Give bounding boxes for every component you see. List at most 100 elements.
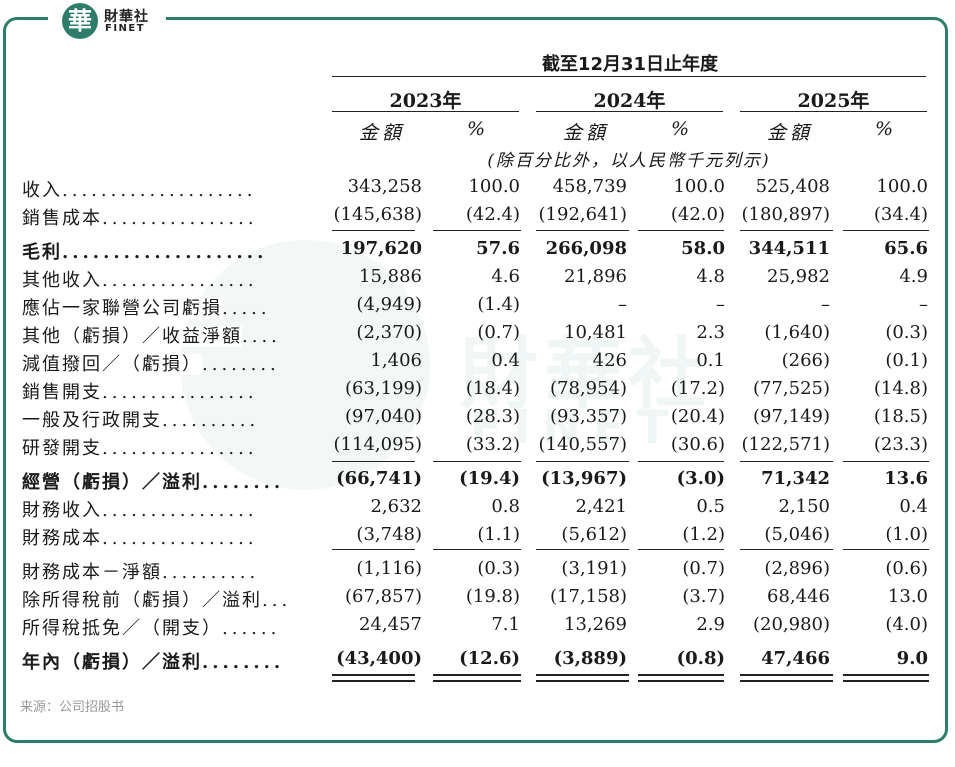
amount-cell: (63,199): [344, 378, 422, 399]
year-underline: [332, 111, 519, 112]
amount-cell: 2,632: [370, 496, 422, 517]
amount-cell: 24,457: [359, 614, 422, 635]
year-header: 2025年: [797, 90, 870, 112]
amount-cell: (192,641): [538, 204, 627, 225]
pct-cell: (20.4): [670, 406, 725, 427]
amount-cell: 10,481: [564, 322, 627, 343]
amount-cell: 47,466: [761, 648, 830, 669]
amount-cell: (2,896): [764, 558, 830, 579]
pct-cell: (30.6): [670, 434, 725, 455]
row-label: 財務成本－淨額..........: [22, 558, 332, 584]
row-label-text: 毛利: [22, 242, 62, 263]
pct-cell: (4.0): [885, 614, 928, 635]
leader-dots: ..........: [162, 562, 260, 583]
amount-cell: (114,095): [333, 434, 422, 455]
pct-cell: 58.0: [681, 238, 725, 259]
leader-dots: ........: [202, 472, 285, 493]
leader-dots: ..........: [162, 410, 260, 431]
pct-cell: (1.2): [682, 524, 725, 545]
pct-cell: (0.7): [682, 558, 725, 579]
row-label: 收入....................: [22, 176, 332, 202]
amount-cell: (93,357): [549, 406, 627, 427]
pct-cell: (3.7): [682, 586, 725, 607]
pct-cell: (0.8): [676, 648, 725, 669]
amount-cell: (4,949): [356, 294, 422, 315]
row-label-text: 其他（虧損）／收益淨額: [22, 326, 242, 347]
total-double-underline: [332, 674, 415, 682]
row-label: 銷售開支................: [22, 378, 332, 404]
amount-cell: (180,897): [741, 204, 830, 225]
subtotal-underline: [638, 549, 724, 550]
row-label-text: 經營（虧損）／溢利: [22, 472, 202, 493]
amount-cell: 458,739: [552, 176, 627, 197]
year-underline: [536, 111, 723, 112]
amount-cell: (13,967): [541, 468, 627, 489]
unit-note: (除百分比外，以人民幣千元列示): [487, 151, 771, 171]
row-label-text: 財務成本－淨額: [22, 562, 162, 583]
row-label-text: 年內（虧損）／溢利: [22, 652, 202, 673]
pct-cell: (18.4): [465, 378, 520, 399]
amount-cell: 343,258: [347, 176, 422, 197]
pct-cell: (42.4): [465, 204, 520, 225]
row-label: 年內（虧損）／溢利........: [22, 648, 332, 674]
pct-cell: 0.5: [696, 496, 725, 517]
leader-dots: .....: [222, 298, 271, 319]
pct-cell: (0.3): [477, 558, 520, 579]
amount-cell: (66,741): [336, 468, 422, 489]
subtotal-underline: [536, 461, 629, 462]
pct-cell: 7.1: [491, 614, 520, 635]
amount-cell: (3,889): [553, 648, 627, 669]
leader-dots: ................: [102, 500, 258, 521]
amount-cell: (97,149): [752, 406, 830, 427]
row-label-text: 銷售開支: [22, 382, 102, 403]
pct-cell: (1.1): [477, 524, 520, 545]
amount-cell: (2,370): [356, 322, 422, 343]
row-label: 財務成本................: [22, 524, 332, 550]
pct-cell: (23.3): [873, 434, 928, 455]
amount-cell: 68,446: [767, 586, 830, 607]
row-label-text: 研發開支: [22, 438, 102, 459]
amount-cell: 2,421: [575, 496, 627, 517]
row-label-text: 所得稅抵免／（開支）: [22, 618, 222, 639]
year-header: 2023年: [389, 90, 462, 112]
amount-cell: 25,982: [767, 266, 830, 287]
subtotal-underline: [638, 461, 724, 462]
amount-cell: 197,620: [340, 238, 422, 259]
pct-cell: 13.6: [884, 468, 928, 489]
subtotal-underline: [332, 230, 415, 231]
leader-dots: ....: [242, 326, 281, 347]
pct-cell: 13.0: [887, 586, 928, 607]
amount-cell: (43,400): [336, 648, 422, 669]
pct-cell: (33.2): [465, 434, 520, 455]
pct-cell: 0.8: [491, 496, 520, 517]
row-label-text: 其他收入: [22, 270, 102, 291]
row-label-text: 除所得稅前（虧損）／溢利: [22, 590, 262, 611]
amount-cell: 344,511: [748, 238, 830, 259]
row-label: 財務收入................: [22, 496, 332, 522]
row-label-text: 應佔一家聯營公司虧損: [22, 298, 222, 319]
period-underline: [332, 76, 926, 77]
row-label: 其他（虧損）／收益淨額....: [22, 322, 332, 348]
logo-en-name: FINET: [105, 23, 146, 34]
amount-cell: 266,098: [545, 238, 627, 259]
amount-cell: (1,116): [356, 558, 422, 579]
pct-cell: (34.4): [873, 204, 928, 225]
amount-cell: 1,406: [370, 350, 422, 371]
pct-cell: 0.4: [491, 350, 520, 371]
pct-cell: 0.1: [696, 350, 725, 371]
total-double-underline: [843, 674, 929, 682]
row-label: 除所得稅前（虧損）／溢利...: [22, 586, 332, 612]
total-double-underline: [638, 674, 724, 682]
leader-dots: ....................: [62, 180, 257, 201]
pct-cell: (17.2): [670, 378, 725, 399]
pct-cell: 2.9: [696, 614, 725, 635]
pct-cell: (0.6): [885, 558, 928, 579]
subtotal-underline: [536, 549, 629, 550]
amount-cell: (67,857): [344, 586, 422, 607]
row-label: 經營（虧損）／溢利........: [22, 468, 332, 494]
pct-cell: (14.8): [873, 378, 928, 399]
subtotal-underline: [332, 549, 415, 550]
amount-cell: –: [618, 294, 627, 315]
amount-cell: 525,408: [755, 176, 830, 197]
row-label-text: 財務成本: [22, 528, 102, 549]
